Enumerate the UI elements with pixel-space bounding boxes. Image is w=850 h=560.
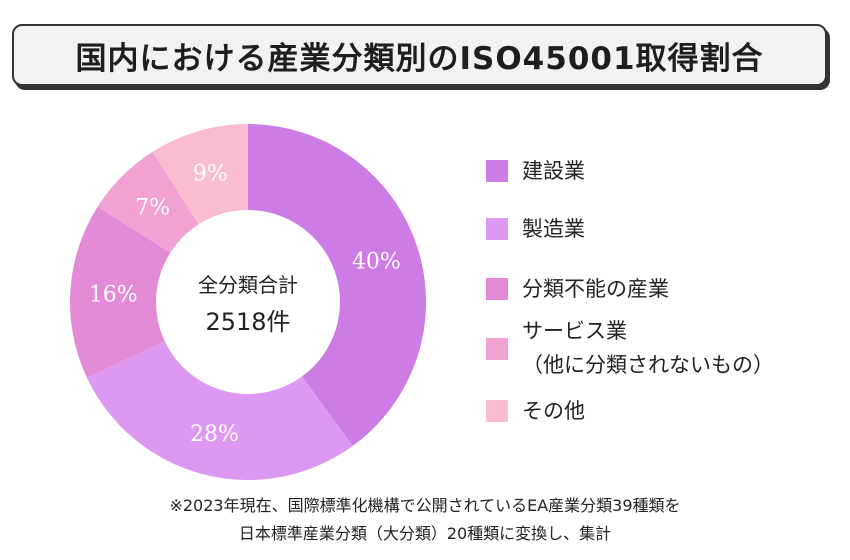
legend-label: サービス業	[522, 319, 627, 343]
legend-swatch	[486, 400, 508, 422]
legend-sublabel: （他に分類されないもの）	[522, 353, 774, 377]
slice-value-label: 16%	[89, 283, 138, 308]
slice-value-label: 40%	[352, 249, 401, 274]
donut-slice	[97, 151, 199, 253]
legend-swatch	[486, 218, 508, 240]
donut-slices	[69, 124, 426, 480]
page-title: 国内における産業分類別のISO45001取得割合	[75, 40, 764, 77]
legend-item-other: その他	[486, 392, 585, 430]
footnote: ※2023年現在、国際標準化機構で公開されているEA産業分類39種類を 日本標準…	[0, 492, 850, 548]
slice-labels: 40% 28% 16% 7% 9%	[89, 161, 401, 446]
title-banner: 国内における産業分類別のISO45001取得割合	[12, 24, 827, 86]
center-label-title: 全分類合計	[198, 273, 298, 297]
legend-item-manufacturing: 製造業	[486, 210, 585, 248]
legend-label: その他	[522, 399, 585, 423]
donut-slice	[69, 206, 171, 378]
legend-label-group: サービス業 （他に分類されないもの）	[522, 314, 774, 382]
legend-item-services: サービス業 （他に分類されないもの）	[486, 314, 774, 382]
legend-item-unclassifiable: 分類不能の産業	[486, 270, 669, 308]
legend-label: 建設業	[522, 159, 585, 183]
donut-slice	[248, 124, 426, 447]
slice-value-label: 28%	[190, 422, 239, 447]
legend-swatch	[486, 278, 508, 300]
legend-label: 製造業	[522, 217, 585, 241]
donut-slice	[86, 341, 353, 480]
legend-item-construction: 建設業	[486, 152, 585, 190]
footnote-line-2: 日本標準産業分類（大分類）20種類に変換し、集計	[238, 524, 612, 543]
legend-swatch	[486, 160, 508, 182]
donut-slice	[152, 124, 248, 225]
slice-value-label: 7%	[135, 196, 170, 221]
legend-label: 分類不能の産業	[522, 277, 669, 301]
center-label-total: 2518件	[205, 308, 290, 336]
footnote-line-1: ※2023年現在、国際標準化機構で公開されているEA産業分類39種類を	[169, 496, 681, 515]
slice-value-label: 9%	[193, 161, 228, 186]
legend-swatch	[486, 338, 508, 360]
